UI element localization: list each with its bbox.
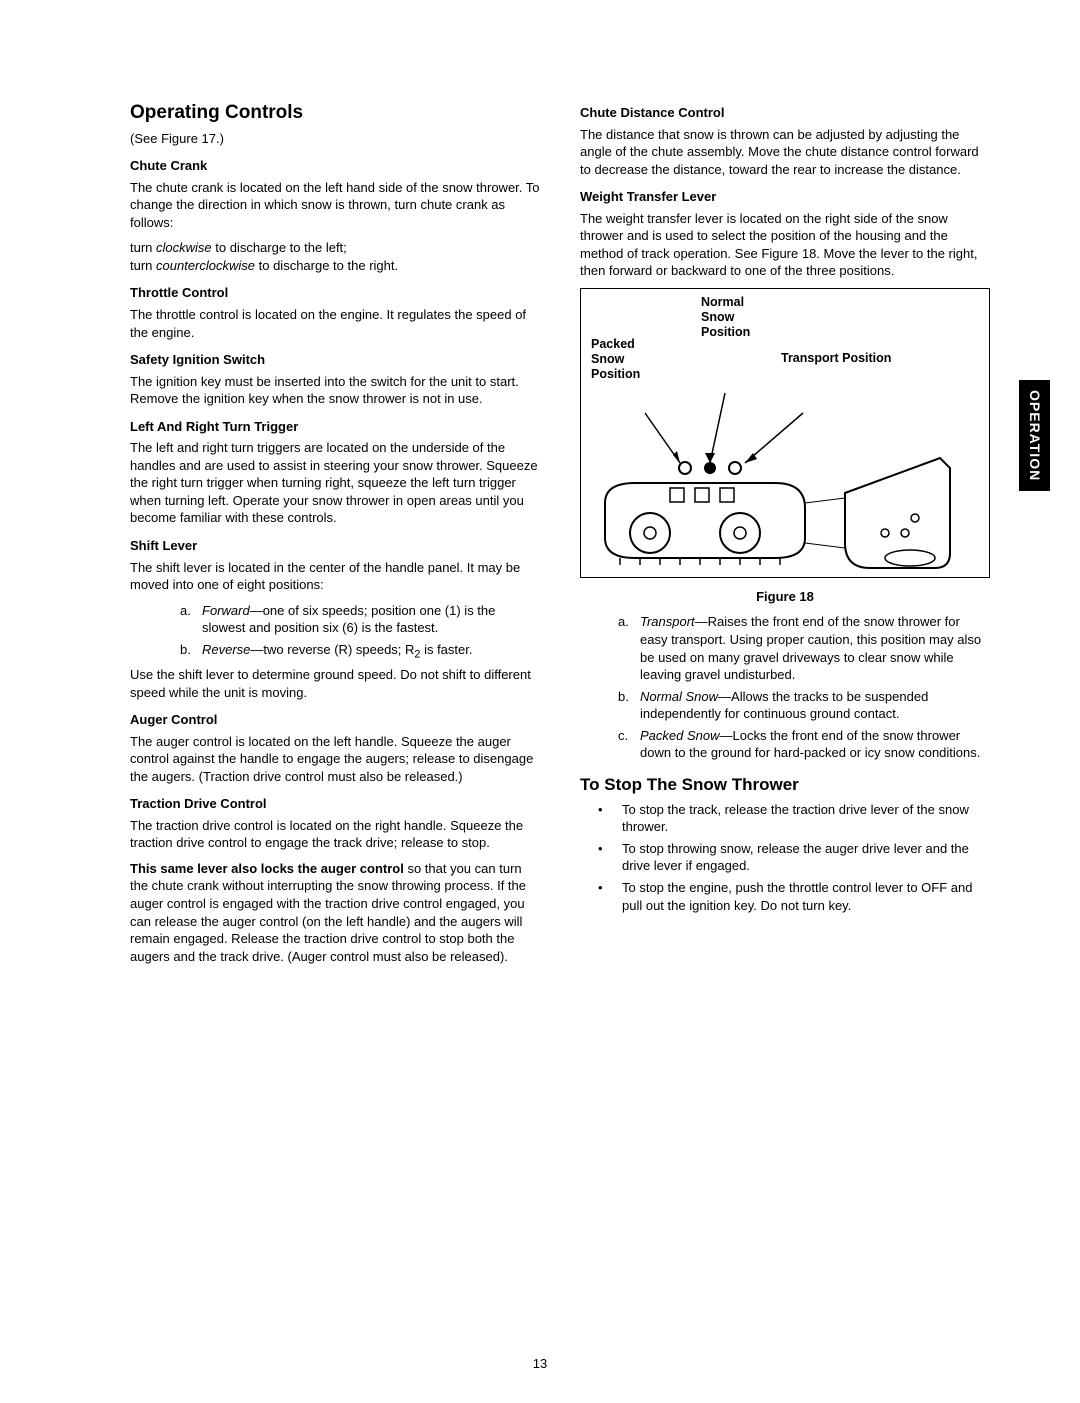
trigger-p: The left and right turn triggers are loc… [130, 439, 540, 527]
list-text: To stop throwing snow, release the auger… [622, 840, 990, 875]
list-marker: a. [180, 602, 202, 637]
txt: —two reverse (R) speeds; R [250, 642, 414, 657]
left-column: Operating Controls (See Figure 17.) Chut… [130, 100, 540, 973]
txt: to discharge to the left; [212, 240, 347, 255]
heading-chute-distance: Chute Distance Control [580, 104, 990, 122]
traction-p2: This same lever also locks the auger con… [130, 860, 540, 965]
figure-18-box: NormalSnowPosition PackedSnowPosition Tr… [580, 288, 990, 578]
list-item: a. Transport—Raises the front end of the… [618, 613, 990, 683]
txt-italic: Packed Snow [640, 728, 720, 743]
list-marker: c. [618, 727, 640, 762]
heading-turn-trigger: Left And Right Turn Trigger [130, 418, 540, 436]
txt-italic: counterclockwise [156, 258, 255, 273]
txt-italic: clockwise [156, 240, 212, 255]
heading-stop-snow-thrower: To Stop The Snow Thrower [580, 774, 990, 797]
auger-p: The auger control is located on the left… [130, 733, 540, 786]
shift-list: a. Forward—one of six speeds; position o… [130, 602, 540, 662]
bullet-icon: • [598, 840, 622, 875]
list-text: To stop the track, release the traction … [622, 801, 990, 836]
list-text: Reverse—two reverse (R) speeds; R2 is fa… [202, 641, 472, 662]
safety-p: The ignition key must be inserted into t… [130, 373, 540, 408]
page: OPERATION Operating Controls (See Figure… [0, 0, 1080, 1403]
chute-crank-p1: The chute crank is located on the left h… [130, 179, 540, 232]
heading-auger: Auger Control [130, 711, 540, 729]
txt: is faster. [420, 642, 472, 657]
position-list: a. Transport—Raises the front end of the… [580, 613, 990, 761]
chute-crank-p3: turn counterclockwise to discharge to th… [130, 257, 540, 275]
shift-p1: The shift lever is located in the center… [130, 559, 540, 594]
list-item: •To stop the track, release the traction… [598, 801, 990, 836]
figure-18-caption: Figure 18 [580, 588, 990, 606]
heading-chute-crank: Chute Crank [130, 157, 540, 175]
heading-throttle: Throttle Control [130, 284, 540, 302]
txt-italic: Transport [640, 614, 695, 629]
right-column: Chute Distance Control The distance that… [580, 100, 990, 973]
list-text: Forward—one of six speeds; position one … [202, 602, 540, 637]
two-column-layout: Operating Controls (See Figure 17.) Chut… [130, 100, 990, 973]
figure-18-diagram [585, 373, 955, 573]
txt: turn [130, 240, 156, 255]
list-item: •To stop the engine, push the throttle c… [598, 879, 990, 914]
txt: to discharge to the right. [255, 258, 398, 273]
txt-italic: Normal Snow [640, 689, 718, 704]
throttle-p: The throttle control is located on the e… [130, 306, 540, 341]
heading-shift-lever: Shift Lever [130, 537, 540, 555]
list-item: a. Forward—one of six speeds; position o… [180, 602, 540, 637]
list-text: Packed Snow—Locks the front end of the s… [640, 727, 990, 762]
list-text: To stop the engine, push the throttle co… [622, 879, 990, 914]
bullet-icon: • [598, 879, 622, 914]
list-text: Transport—Raises the front end of the sn… [640, 613, 990, 683]
txt: so that you can turn the chute crank wit… [130, 861, 526, 964]
fig-label-transport: Transport Position [781, 351, 891, 366]
txt: turn [130, 258, 156, 273]
shift-p2: Use the shift lever to determine ground … [130, 666, 540, 701]
chute-crank-p2: turn clockwise to discharge to the left; [130, 239, 540, 257]
page-number: 13 [0, 1355, 1080, 1373]
list-item: b. Reverse—two reverse (R) speeds; R2 is… [180, 641, 540, 662]
list-item: •To stop throwing snow, release the auge… [598, 840, 990, 875]
bullet-icon: • [598, 801, 622, 836]
see-figure-17: (See Figure 17.) [130, 130, 540, 148]
list-item: c. Packed Snow—Locks the front end of th… [618, 727, 990, 762]
chute-distance-p: The distance that snow is thrown can be … [580, 126, 990, 179]
heading-traction: Traction Drive Control [130, 795, 540, 813]
list-marker: a. [618, 613, 640, 683]
txt-italic: Reverse [202, 642, 250, 657]
txt-italic: Forward [202, 603, 250, 618]
heading-operating-controls: Operating Controls [130, 100, 540, 126]
traction-p1: The traction drive control is located on… [130, 817, 540, 852]
side-tab-operation: OPERATION [1019, 380, 1050, 491]
txt-bold: This same lever also locks the auger con… [130, 861, 404, 876]
fig-label-normal: NormalSnowPosition [701, 295, 750, 340]
list-marker: b. [180, 641, 202, 662]
heading-safety-switch: Safety Ignition Switch [130, 351, 540, 369]
weight-p: The weight transfer lever is located on … [580, 210, 990, 280]
list-text: Normal Snow—Allows the tracks to be susp… [640, 688, 990, 723]
heading-weight-lever: Weight Transfer Lever [580, 188, 990, 206]
list-marker: b. [618, 688, 640, 723]
list-item: b. Normal Snow—Allows the tracks to be s… [618, 688, 990, 723]
stop-bullets: •To stop the track, release the traction… [580, 801, 990, 914]
